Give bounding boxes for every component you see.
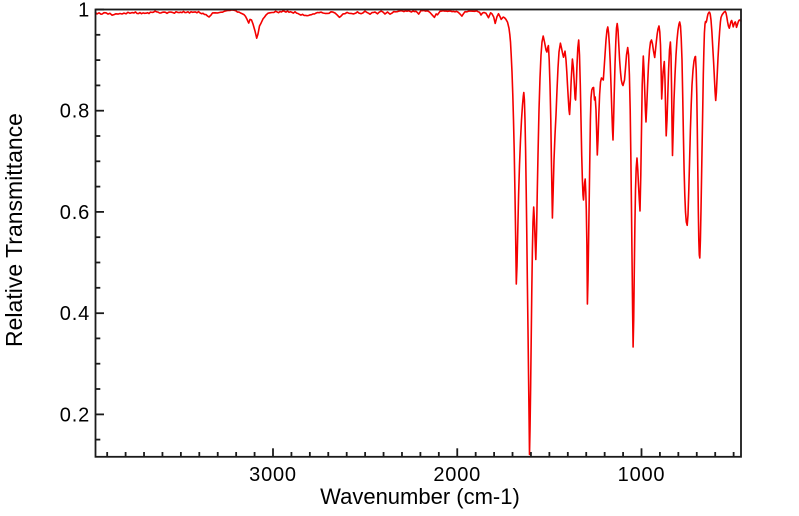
svg-text:0.8: 0.8 [60,101,90,123]
svg-text:3000: 3000 [249,464,297,486]
svg-text:Wavenumber (cm-1): Wavenumber (cm-1) [320,484,520,509]
svg-text:0.6: 0.6 [60,202,90,224]
svg-text:2000: 2000 [433,464,481,486]
svg-text:Relative Transmittance: Relative Transmittance [1,113,27,347]
svg-text:0.4: 0.4 [60,303,90,325]
svg-text:1000: 1000 [618,464,666,486]
svg-text:1: 1 [78,0,90,22]
svg-text:0.2: 0.2 [60,404,90,426]
